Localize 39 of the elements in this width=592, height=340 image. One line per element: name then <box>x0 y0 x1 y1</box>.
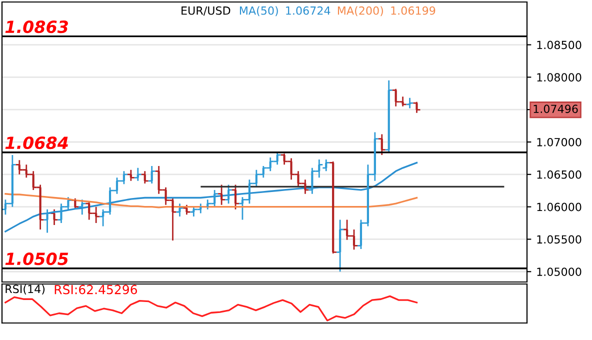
y-tick-label: 1.07000 <box>537 138 582 146</box>
candlestick <box>183 204 190 216</box>
ref-line-label: 1.0684 <box>5 136 68 150</box>
annotation: 1.06724 <box>286 6 330 15</box>
annotation: 1.06199 <box>391 6 436 15</box>
text: RSI:62.45296 <box>54 284 137 294</box>
candlestick <box>211 189 218 208</box>
text: 1.07496 <box>534 104 578 114</box>
candlestick <box>190 206 198 218</box>
candlestick <box>127 169 134 182</box>
chart-title: EUR/USD <box>182 6 230 16</box>
chart-title: RSI(14) <box>6 284 45 294</box>
candlestick <box>336 219 344 272</box>
candlestick <box>218 184 226 206</box>
candlestick <box>385 80 392 152</box>
candlestick <box>78 198 86 216</box>
candlestick <box>141 170 148 184</box>
candlestick <box>134 167 142 182</box>
ref-line-label: 1.0505 <box>5 252 68 266</box>
y-tick-label: 1.05500 <box>537 235 582 244</box>
candlestick <box>413 101 420 114</box>
text: MA(200) <box>338 6 383 16</box>
ref-line-label: 1.0863 <box>5 20 68 34</box>
text: MA(50) <box>240 6 278 16</box>
candlestick <box>232 184 239 210</box>
candlestick <box>50 208 58 226</box>
candlestick <box>225 184 232 204</box>
candlestick <box>322 158 330 172</box>
y-tick-label: 1.06000 <box>537 202 582 212</box>
candlestick <box>406 97 414 109</box>
candlestick <box>378 134 386 156</box>
candlestick <box>148 165 156 184</box>
candlestick <box>176 202 184 218</box>
candlestick <box>72 198 79 210</box>
y-tick-label: 1.05000 <box>537 268 582 276</box>
line-series <box>4 162 418 232</box>
y-tick-label: 1.06500 <box>537 170 582 179</box>
y-tick-label: 1.08000 <box>537 73 582 82</box>
y-tick-label: 1.08500 <box>537 40 582 50</box>
